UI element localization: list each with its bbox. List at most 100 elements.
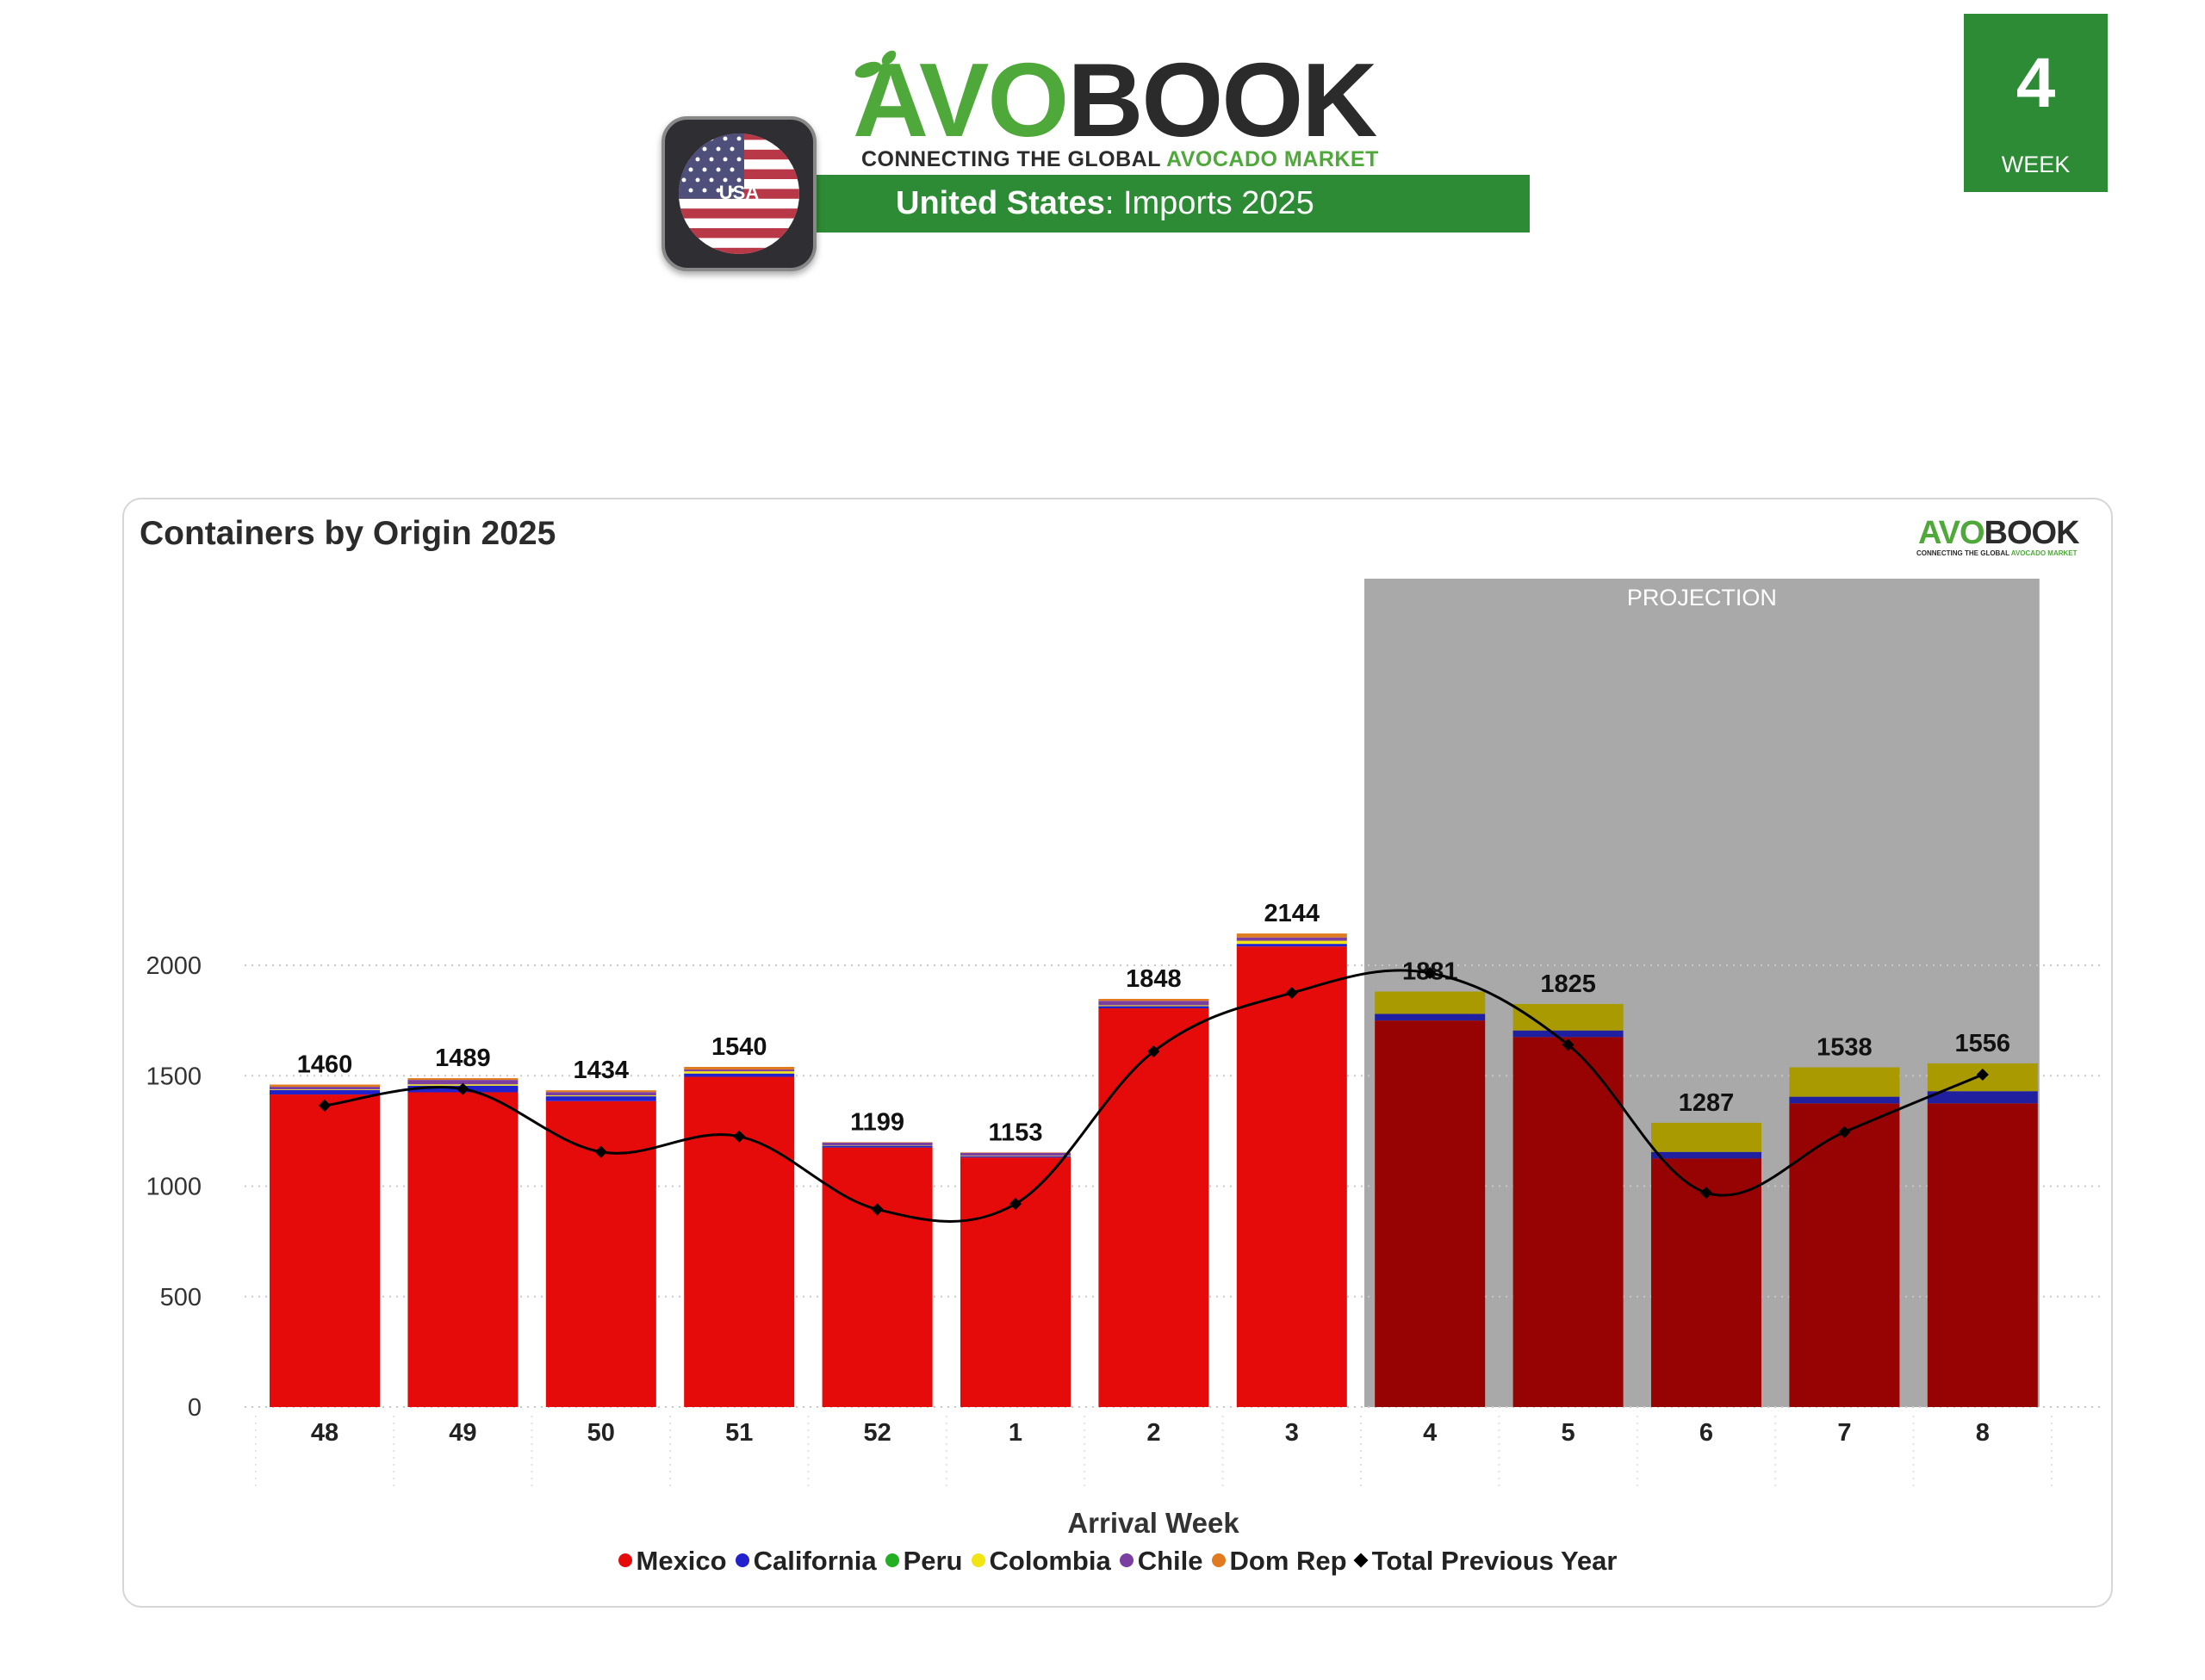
legend-item-chile: Chile	[1119, 1546, 1203, 1577]
mini-logo-tagline: CONNECTING THE GLOBAL AVOCADO MARKET	[1916, 549, 2078, 557]
previous-year-point	[733, 1130, 746, 1143]
bar-segment-dom-rep	[822, 1142, 933, 1143]
x-tick-label: 49	[449, 1419, 476, 1447]
previous-year-point	[1009, 1197, 1022, 1211]
previous-year-point	[1424, 966, 1437, 980]
x-tick-label: 1	[1009, 1419, 1022, 1447]
bar-segment-dom-rep	[960, 1152, 1071, 1153]
legend-dot-marker	[971, 1553, 985, 1567]
previous-year-point	[594, 1145, 607, 1158]
legend-item-peru: Peru	[885, 1546, 963, 1577]
bar-segment-colombia	[684, 1071, 795, 1074]
legend-item-colombia: Colombia	[971, 1546, 1111, 1577]
bar-segment-california	[1375, 1014, 1486, 1021]
bar-segment-dom-rep	[684, 1066, 795, 1070]
bar-segment-chile	[545, 1092, 656, 1096]
previous-year-point	[871, 1203, 884, 1216]
logo-tagline: CONNECTING THE GLOBAL AVOCADO MARKET	[861, 147, 1379, 171]
x-tick-label: 48	[311, 1419, 339, 1447]
bar-segment-california	[545, 1096, 656, 1101]
usa-flag-icon	[679, 133, 799, 254]
x-tick-label: 50	[587, 1419, 615, 1447]
bar-total-label: 2144	[1264, 900, 1320, 927]
bar-segment-colombia	[545, 1095, 656, 1097]
bar-total-label: 1848	[1126, 965, 1182, 993]
week-label: WEEK	[2001, 152, 2071, 177]
legend-diamond-marker	[1353, 1553, 1369, 1568]
bar-segment-california	[1098, 1006, 1209, 1009]
legend-item-dom-rep: Dom Rep	[1211, 1546, 1347, 1577]
bar-segment-dom-rep	[407, 1078, 519, 1081]
x-tick-label: 6	[1699, 1419, 1713, 1447]
legend-dot-marker	[618, 1553, 632, 1567]
legend-dot-marker	[735, 1553, 749, 1567]
logo-wordmark: AVOBOOK	[853, 41, 1377, 158]
previous-year-point	[1699, 1187, 1713, 1200]
bar-segment-mexico	[407, 1092, 519, 1407]
bar-segment-colombia	[1098, 1005, 1209, 1007]
bar-segment-chile	[407, 1080, 519, 1085]
mini-logo-wordmark: AVOBOOK	[1918, 515, 2080, 551]
previous-year-point	[1285, 986, 1298, 1000]
x-tick-label: 7	[1837, 1419, 1851, 1447]
bar-total-label: 1153	[989, 1119, 1043, 1146]
y-tick-label: 1000	[146, 1174, 202, 1201]
usa-flag-badge: USA	[662, 116, 817, 271]
x-tick-label: 8	[1976, 1419, 1990, 1447]
bar-segment-mexico	[960, 1157, 1071, 1407]
legend-label: Total Previous Year	[1371, 1546, 1618, 1576]
bar-segment-colombia	[1375, 991, 1486, 1014]
bar-segment-mexico	[822, 1147, 933, 1407]
legend-item-mexico: Mexico	[618, 1546, 727, 1577]
legend-dot-marker	[1211, 1553, 1226, 1567]
legend-label: Peru	[903, 1546, 963, 1576]
bar-segment-california	[1789, 1096, 1900, 1104]
bar-segment-mexico	[1375, 1020, 1486, 1407]
bar-segment-chile	[270, 1087, 380, 1090]
bar-segment-california	[1927, 1091, 2038, 1104]
bar-segment-chile	[1098, 1001, 1209, 1006]
week-number: 4	[2016, 44, 2056, 122]
bar-total-label: 1287	[1679, 1089, 1735, 1117]
bar-segment-mexico	[684, 1076, 795, 1407]
bar-segment-dom-rep	[1098, 998, 1209, 1001]
bar-total-label: 1538	[1817, 1034, 1873, 1062]
flag-label: USA	[718, 182, 760, 203]
previous-year-point	[1562, 1038, 1575, 1051]
bar-segment-chile	[960, 1152, 1071, 1156]
legend-label: California	[753, 1546, 877, 1576]
bar-total-label: 1199	[850, 1108, 904, 1136]
x-tick-label: 4	[1423, 1419, 1437, 1447]
chart-plot: PROJECTION050010001500200014604814894914…	[146, 579, 2102, 1533]
page-title-bar: United States: Imports 2025	[810, 175, 1530, 232]
mini-avobook-logo: AVOBOOK CONNECTING THE GLOBAL AVOCADO MA…	[1910, 515, 2090, 560]
bar-segment-mexico	[1927, 1103, 2038, 1407]
legend-dot-marker	[885, 1553, 899, 1567]
bar-segment-chile	[684, 1069, 795, 1072]
x-tick-label: 5	[1562, 1419, 1575, 1447]
x-axis-title: Arrival Week	[1067, 1507, 1239, 1533]
bar-total-label: 1825	[1540, 970, 1596, 998]
y-tick-label: 1500	[146, 1063, 202, 1090]
chart-title: Containers by Origin 2025	[140, 515, 556, 552]
bar-segment-dom-rep	[1236, 933, 1347, 938]
legend-item-total-previous-year: Total Previous Year	[1353, 1546, 1618, 1577]
bar-segment-dom-rep	[270, 1084, 380, 1088]
previous-year-point	[457, 1082, 469, 1095]
bar-segment-colombia	[1789, 1067, 1900, 1097]
chart-card: Containers by Origin 2025 AVOBOOK CONNEC…	[122, 498, 2113, 1608]
bar-segment-california	[1651, 1151, 1761, 1159]
y-tick-label: 2000	[146, 952, 202, 980]
bar-segment-chile	[1236, 937, 1347, 941]
legend-label: Colombia	[989, 1546, 1111, 1576]
bar-segment-colombia	[822, 1145, 933, 1146]
legend-label: Dom Rep	[1229, 1546, 1347, 1576]
bar-total-label: 1489	[435, 1045, 491, 1072]
previous-year-point	[1838, 1125, 1851, 1138]
bar-segment-colombia	[1236, 940, 1347, 945]
bar-segment-california	[270, 1089, 380, 1095]
page-title: United States: Imports 2025	[896, 185, 1314, 221]
legend-label: Chile	[1137, 1546, 1203, 1576]
bar-segment-colombia	[270, 1089, 380, 1090]
bar-segment-mexico	[1789, 1103, 1900, 1407]
